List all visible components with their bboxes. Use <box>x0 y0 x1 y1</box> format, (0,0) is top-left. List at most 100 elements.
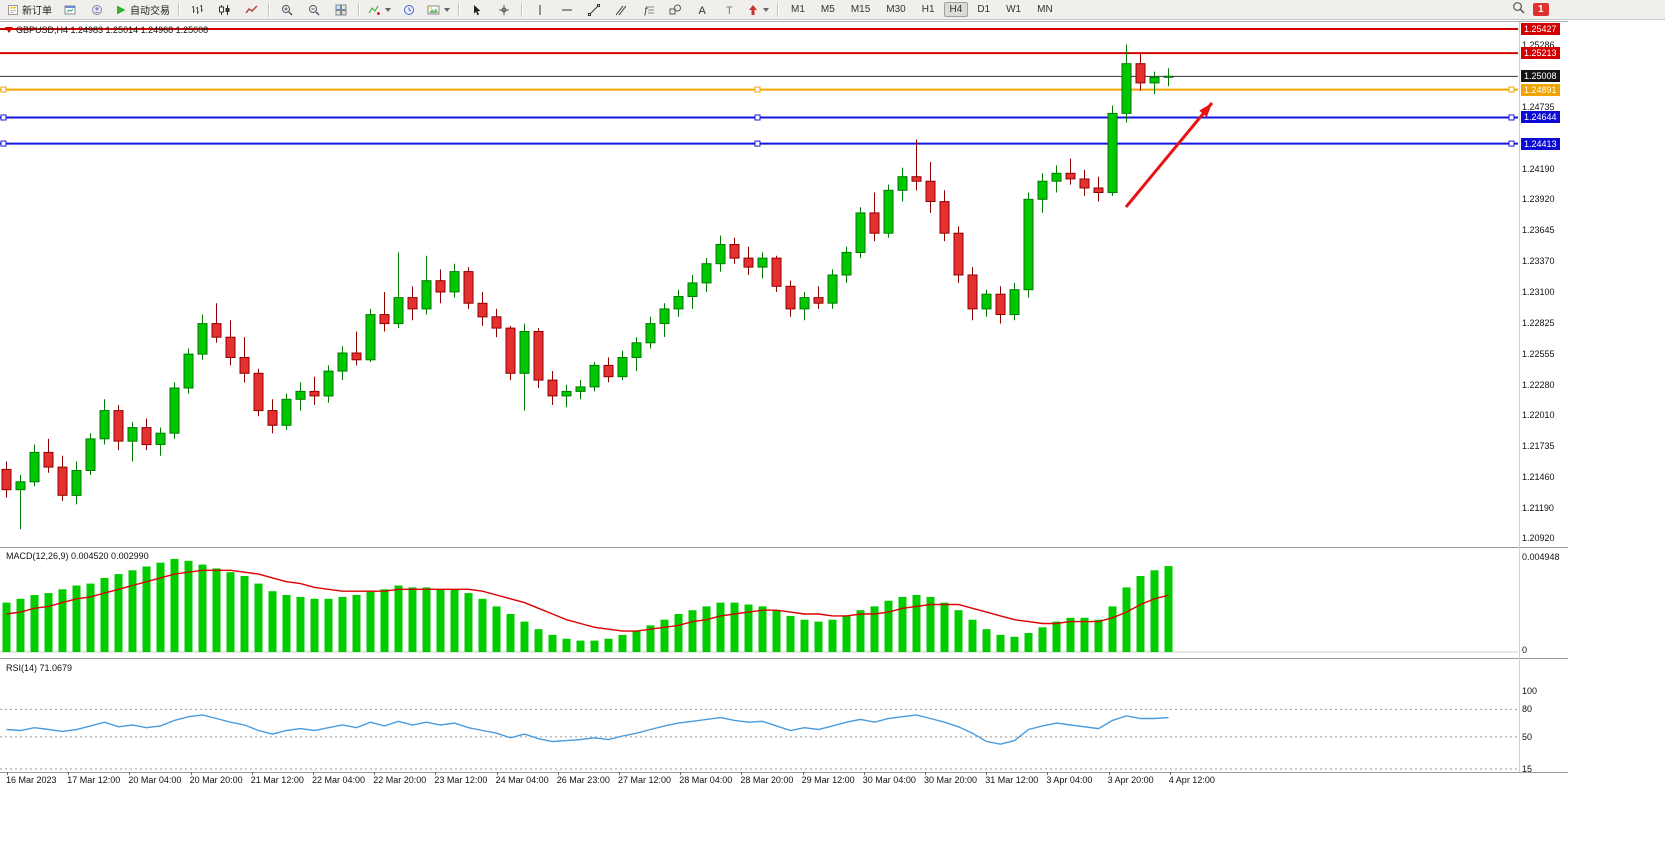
chevron-down-icon <box>385 7 391 12</box>
time-label: 23 Mar 12:00 <box>434 775 488 785</box>
svg-text:T: T <box>726 5 733 16</box>
svg-text:ƒ: ƒ <box>643 5 649 16</box>
macd-signal-line <box>6 569 1169 632</box>
macd-panel[interactable] <box>0 548 1518 658</box>
zoom-out-button[interactable] <box>301 0 327 19</box>
time-label: 17 Mar 12:00 <box>67 775 121 785</box>
time-label: 20 Mar 20:00 <box>189 775 243 785</box>
horizontal-line-object[interactable] <box>0 86 1518 93</box>
cursor-button[interactable] <box>464 0 490 19</box>
time-tick <box>680 772 682 775</box>
profile-icon <box>91 4 103 16</box>
price-tick: 1.23370 <box>1522 256 1555 267</box>
timeframe-toolbar: M1 M5 M15 M30 H1 H4 D1 W1 MN <box>783 2 1061 17</box>
price-chart[interactable] <box>0 22 1518 547</box>
macd-legend: MACD(12,26,9) 0.004520 0.002990 <box>6 551 149 561</box>
trend-arrow[interactable] <box>1124 102 1214 208</box>
autotrade-button[interactable]: 自动交易 <box>111 0 174 19</box>
panel-separator[interactable] <box>0 658 1568 659</box>
time-label: 24 Mar 04:00 <box>495 775 549 785</box>
indicators-button[interactable] <box>364 0 395 19</box>
horizontal-line-button[interactable] <box>554 0 580 19</box>
channel-button[interactable] <box>608 0 634 19</box>
time-tick <box>129 772 131 775</box>
fibonacci-button[interactable]: ƒ <box>635 0 661 19</box>
zoom-in-button[interactable] <box>274 0 300 19</box>
timeframe-W1[interactable]: W1 <box>1006 4 1022 15</box>
price-line-label: 1.25427 <box>1521 23 1560 35</box>
time-axis[interactable]: 16 Mar 2023 17 Mar 12:00 20 Mar 04:00 20 Ma… <box>0 772 1519 790</box>
price-tick: 1.23100 <box>1522 286 1555 297</box>
time-tick <box>619 772 620 775</box>
timeframe-D1[interactable]: D1 <box>977 4 991 15</box>
time-tick <box>496 772 498 775</box>
crosshair-button[interactable] <box>491 0 517 19</box>
candlestick-chart-button[interactable] <box>211 0 237 19</box>
price-tick: 1.22825 <box>1522 318 1555 329</box>
time-tick <box>863 772 865 775</box>
rsi-scale-label: 80 <box>1522 704 1533 715</box>
fibonacci-icon: ƒ <box>642 4 655 16</box>
time-tick <box>925 772 926 775</box>
shapes-button[interactable] <box>662 0 688 19</box>
timeframe-MN[interactable]: MN <box>1037 4 1053 15</box>
price-axis-border <box>1519 22 1520 772</box>
horizontal-line-object[interactable] <box>0 114 1518 121</box>
bar-chart-button[interactable] <box>184 0 210 19</box>
price-tick: 1.22280 <box>1522 379 1555 390</box>
chart-window-button[interactable] <box>57 0 83 19</box>
timeframe-H1[interactable]: H1 <box>921 4 935 15</box>
shapes-icon <box>669 4 682 16</box>
price-line-label: 1.25008 <box>1521 70 1560 83</box>
timeframe-M5[interactable]: M5 <box>820 4 835 15</box>
price-axis[interactable]: 1.25286 1.24735 1.24190 1.23920 1.23645 1.233… <box>1521 0 1581 842</box>
rsi-panel[interactable] <box>0 660 1518 772</box>
clock-icon <box>403 4 415 16</box>
timeframe-M30[interactable]: M30 <box>886 4 906 15</box>
trendline-button[interactable] <box>581 0 607 19</box>
arrows-button[interactable] <box>743 0 773 19</box>
snapshot-button[interactable] <box>423 0 454 19</box>
time-label: 22 Mar 04:00 <box>312 775 366 785</box>
time-label: 3 Apr 20:00 <box>1107 775 1154 785</box>
price-tick: 1.20920 <box>1522 533 1555 544</box>
chevron-down-icon <box>763 7 769 12</box>
label-button[interactable]: T <box>716 0 742 19</box>
new-order-button[interactable]: 新订单 <box>3 0 56 19</box>
candles <box>1 44 1174 530</box>
profile-button[interactable] <box>84 0 110 19</box>
snapshot-icon <box>427 4 440 16</box>
price-tick: 1.22555 <box>1522 348 1555 359</box>
horizontal-line-object[interactable] <box>0 140 1518 147</box>
time-tick <box>986 772 988 775</box>
price-tick: 1.24735 <box>1522 102 1555 113</box>
clock-button[interactable] <box>396 0 422 19</box>
candlestick-chart-icon <box>218 4 231 16</box>
new-order-icon <box>7 4 19 16</box>
time-label: 3 Apr 04:00 <box>1046 775 1093 785</box>
chart-window-icon <box>64 4 77 16</box>
toolbar-separator <box>268 2 270 17</box>
rsi-line <box>6 714 1169 745</box>
text-button[interactable]: A <box>689 0 715 19</box>
timeframe-H4[interactable]: H4 <box>943 2 969 17</box>
time-label: 28 Mar 04:00 <box>679 775 733 785</box>
timeframe-M1[interactable]: M1 <box>791 4 805 15</box>
indicators-icon <box>368 4 381 16</box>
panel-separator[interactable] <box>0 547 1568 548</box>
rsi-scale-label: 50 <box>1522 731 1533 742</box>
line-chart-icon <box>244 4 258 16</box>
toolbar-right-group: 1 <box>1512 1 1549 18</box>
notification-badge[interactable]: 1 <box>1533 3 1549 16</box>
time-tick <box>190 772 192 775</box>
chart-top-border <box>0 21 1568 22</box>
tile-windows-button[interactable] <box>328 0 354 19</box>
line-chart-button[interactable] <box>238 0 264 19</box>
label-icon: T <box>724 4 735 16</box>
toolbar: 新订单 自动交易 <box>0 0 1665 20</box>
text-icon: A <box>697 4 708 16</box>
timeframe-M15[interactable]: M15 <box>850 4 871 15</box>
vertical-line-button[interactable] <box>527 0 553 19</box>
time-label: 16 Mar 2023 <box>6 775 57 785</box>
search-icon[interactable] <box>1512 1 1525 19</box>
